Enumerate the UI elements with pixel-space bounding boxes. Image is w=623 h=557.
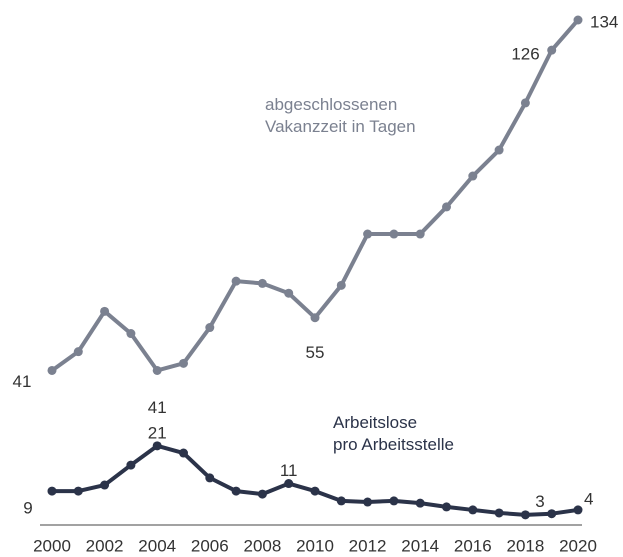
- x-tick-label: 2008: [243, 536, 281, 555]
- data-point: [310, 486, 320, 496]
- data-label: 21: [148, 423, 167, 442]
- data-point: [494, 145, 504, 155]
- legend-entry: Arbeitslose pro Arbeitsstelle: [333, 413, 454, 454]
- x-tick-label: 2018: [506, 536, 544, 555]
- x-tick-label: 2010: [296, 536, 334, 555]
- data-label: 3: [535, 492, 544, 511]
- data-point: [415, 498, 425, 508]
- data-point: [468, 171, 478, 181]
- data-label: 41: [148, 398, 167, 417]
- x-tick-label: 2020: [559, 536, 597, 555]
- x-tick-label: 2000: [33, 536, 71, 555]
- data-point: [442, 502, 451, 512]
- data-point: [126, 329, 136, 339]
- legend-entry: abgeschlossenen Vakanzzeit in Tagen: [265, 95, 416, 136]
- data-point: [468, 505, 478, 515]
- data-point: [415, 229, 425, 239]
- data-label: 126: [511, 45, 539, 64]
- data-point: [547, 509, 557, 519]
- data-point: [231, 276, 241, 286]
- data-point: [257, 278, 267, 288]
- data-point: [442, 202, 451, 212]
- data-point: [126, 460, 136, 470]
- data-point: [100, 306, 110, 316]
- x-tick-label: 2002: [86, 536, 124, 555]
- data-point: [257, 489, 267, 499]
- data-point: [284, 288, 294, 298]
- data-label: 55: [306, 343, 325, 362]
- data-point: [152, 365, 162, 375]
- data-point: [47, 486, 57, 496]
- data-point: [336, 280, 346, 290]
- data-point: [363, 497, 373, 507]
- data-label: 134: [590, 12, 618, 31]
- data-label: 41: [13, 372, 32, 391]
- x-tick-label: 2004: [138, 536, 176, 555]
- data-point: [336, 496, 346, 506]
- data-point: [573, 15, 583, 25]
- data-point: [547, 45, 557, 55]
- data-point: [573, 505, 583, 515]
- data-label: 9: [23, 499, 32, 518]
- data-point: [520, 98, 530, 108]
- data-point: [179, 358, 188, 368]
- data-point: [310, 313, 320, 323]
- data-point: [73, 486, 83, 496]
- data-label: 4: [584, 489, 593, 508]
- x-tick-label: 2014: [401, 536, 439, 555]
- data-point: [47, 365, 57, 375]
- data-label: 11: [280, 461, 298, 480]
- data-point: [389, 496, 399, 506]
- data-point: [73, 347, 83, 357]
- x-tick-label: 2016: [454, 536, 492, 555]
- x-tick-label: 2012: [349, 536, 387, 555]
- data-point: [389, 229, 399, 239]
- data-point: [205, 473, 215, 483]
- data-point: [231, 486, 241, 496]
- data-point: [363, 229, 373, 239]
- data-point: [520, 510, 530, 520]
- data-point: [284, 479, 294, 489]
- data-point: [179, 448, 188, 458]
- data-point: [205, 323, 215, 333]
- series-line: [52, 443, 579, 517]
- x-tick-label: 2006: [191, 536, 229, 555]
- data-point: [152, 441, 162, 451]
- data-point: [494, 508, 504, 518]
- data-point: [100, 480, 110, 490]
